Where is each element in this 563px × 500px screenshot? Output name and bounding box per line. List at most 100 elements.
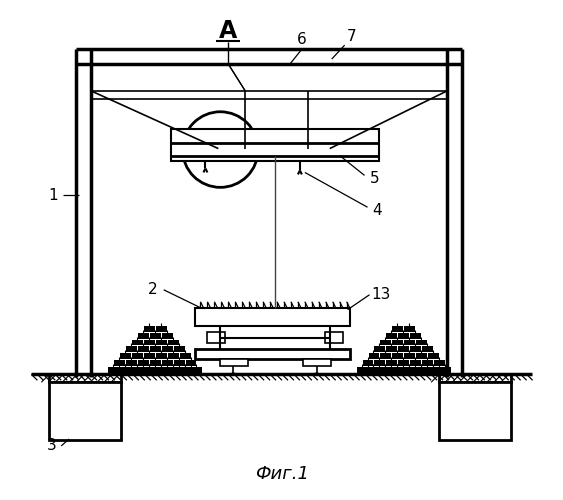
Bar	[218, 138, 226, 152]
Bar	[416, 368, 427, 374]
Bar	[315, 138, 324, 152]
Bar	[168, 340, 178, 345]
Bar	[325, 332, 343, 344]
Bar	[410, 346, 421, 352]
Bar	[399, 360, 409, 366]
Text: 6: 6	[297, 32, 307, 46]
Bar	[156, 326, 167, 332]
Bar	[162, 368, 173, 374]
Bar	[144, 368, 155, 374]
Bar	[374, 360, 386, 366]
Bar	[229, 138, 236, 152]
Bar	[404, 354, 415, 360]
Bar	[386, 368, 397, 374]
Bar	[207, 332, 225, 344]
Bar	[410, 368, 421, 374]
Bar	[156, 354, 167, 360]
Bar	[150, 346, 160, 352]
Bar	[410, 360, 421, 366]
Bar	[399, 332, 409, 338]
Bar	[168, 368, 178, 374]
Text: А: А	[219, 19, 238, 43]
Bar	[428, 354, 439, 360]
Bar	[180, 368, 190, 374]
Bar	[150, 368, 160, 374]
Bar	[156, 368, 167, 374]
Bar	[50, 382, 121, 440]
Bar	[422, 368, 433, 374]
Bar	[186, 368, 196, 374]
Bar	[416, 354, 427, 360]
Bar	[434, 368, 445, 374]
Bar	[440, 368, 451, 374]
Bar	[381, 368, 391, 374]
Bar	[168, 354, 178, 360]
Bar	[126, 368, 137, 374]
Bar	[303, 360, 330, 366]
Bar	[416, 368, 427, 374]
Bar	[126, 360, 137, 366]
Bar	[162, 332, 173, 338]
Bar	[392, 326, 403, 332]
Bar	[191, 368, 203, 374]
Bar	[356, 368, 368, 374]
Bar	[399, 368, 409, 374]
Bar	[374, 346, 386, 352]
Bar	[186, 360, 196, 366]
Bar	[138, 332, 149, 338]
Bar	[381, 368, 391, 374]
Bar	[144, 368, 155, 374]
Bar	[434, 360, 445, 366]
Bar	[374, 368, 386, 374]
Bar	[195, 350, 350, 360]
Bar	[439, 382, 511, 440]
Bar	[381, 340, 391, 345]
Bar	[392, 354, 403, 360]
Bar	[439, 374, 511, 382]
Bar	[168, 368, 178, 374]
Bar	[120, 368, 131, 374]
Bar	[138, 368, 149, 374]
Bar	[173, 360, 185, 366]
Text: 7: 7	[347, 28, 356, 44]
Bar	[173, 346, 185, 352]
Bar	[108, 368, 119, 374]
Bar	[291, 138, 300, 152]
Bar	[410, 332, 421, 338]
Bar	[363, 360, 373, 366]
Text: 5: 5	[370, 171, 379, 186]
Bar	[138, 360, 149, 366]
Bar	[422, 346, 433, 352]
Bar	[150, 360, 160, 366]
Bar	[369, 368, 379, 374]
Bar	[386, 360, 397, 366]
Bar	[278, 138, 287, 152]
Bar	[428, 368, 439, 374]
Bar	[392, 340, 403, 345]
Text: 3: 3	[46, 438, 56, 454]
Bar	[404, 368, 415, 374]
Bar	[422, 360, 433, 366]
Bar	[404, 340, 415, 345]
Bar	[195, 308, 350, 326]
Bar	[399, 346, 409, 352]
Bar	[180, 368, 190, 374]
Bar	[144, 354, 155, 360]
Bar	[126, 346, 137, 352]
Text: 4: 4	[373, 202, 382, 218]
Bar	[162, 360, 173, 366]
Bar	[138, 346, 149, 352]
Bar	[304, 138, 313, 152]
Bar	[132, 368, 143, 374]
Bar	[220, 360, 248, 366]
Bar	[114, 360, 125, 366]
Bar	[162, 346, 173, 352]
Bar	[404, 326, 415, 332]
Bar	[369, 368, 379, 374]
Bar	[416, 340, 427, 345]
Bar	[381, 354, 391, 360]
Bar	[171, 128, 379, 160]
Bar	[132, 354, 143, 360]
Bar	[180, 354, 190, 360]
Bar	[132, 340, 143, 345]
